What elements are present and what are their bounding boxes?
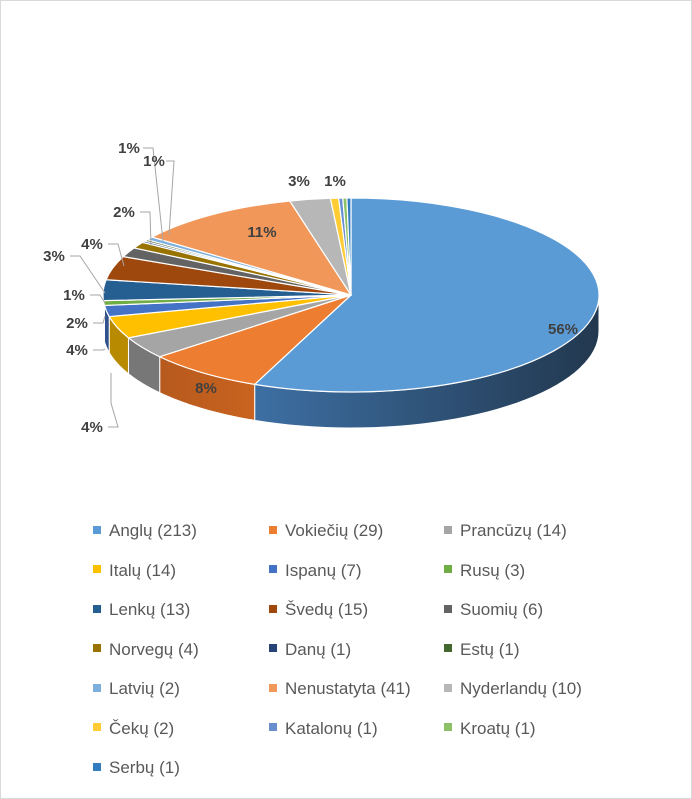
legend-swatch <box>93 762 101 771</box>
legend-item-ceku: Čekų (2) <box>93 719 174 741</box>
leader-line-prancuzu <box>108 373 119 428</box>
legend-label: Švedų (15) <box>285 600 369 619</box>
pct-label-lenku: 3% <box>43 248 65 265</box>
legend-swatch <box>93 604 101 613</box>
pct-label-nenustatyta: 11% <box>247 224 276 241</box>
legend-swatch <box>93 644 101 653</box>
pct-label-norvegu: 1% <box>118 140 140 157</box>
pct-label-prancuzu: 4% <box>81 419 103 436</box>
legend-swatch <box>93 723 101 732</box>
legend-item-lenku: Lenkų (13) <box>93 600 190 622</box>
legend-item-norvegu: Norvegų (4) <box>93 640 199 662</box>
legend-swatch <box>444 604 452 613</box>
leader-line-norvegu <box>143 147 164 242</box>
pie-slices <box>102 197 600 393</box>
legend-item-svedu: Švedų (15) <box>269 600 368 622</box>
legend-label: Suomių (6) <box>460 600 544 619</box>
legend-item-vokieciu: Vokiečių (29) <box>269 521 383 543</box>
leader-line-latviu <box>166 160 175 236</box>
slice-vokieciu <box>158 294 352 386</box>
slice-nenustatyta <box>150 200 353 297</box>
legend-swatch <box>444 644 452 653</box>
legend-swatch <box>93 525 101 534</box>
legend-swatch <box>444 723 452 732</box>
legend-item-ispanu: Ispanų (7) <box>269 561 362 583</box>
legend-item-estu: Estų (1) <box>444 640 520 662</box>
legend-item-nenustatyta: Nenustatyta (41) <box>269 679 411 701</box>
legend-label: Nenustatyta (41) <box>285 679 411 698</box>
legend-item-rusu: Rusų (3) <box>444 561 525 583</box>
legend-item-suomiu: Suomių (6) <box>444 600 543 622</box>
legend-label: Norvegų (4) <box>109 639 199 659</box>
legend-swatch <box>269 644 277 653</box>
legend-label: Serbų (1) <box>109 758 180 777</box>
legend-item-serbu: Serbų (1) <box>93 758 180 780</box>
pct-label-nyderlandu: 3% <box>288 173 310 190</box>
legend-swatch <box>93 683 101 692</box>
legend-swatch <box>269 525 277 534</box>
legend-swatch <box>444 525 452 534</box>
leader-line-suomiu <box>140 211 152 247</box>
leader-line-svedu <box>108 243 125 267</box>
pct-label-svedu: 4% <box>81 236 103 253</box>
pct-label-latviu: 1% <box>143 153 165 170</box>
legend-label: Nyderlandų (10) <box>460 679 582 698</box>
pct-label-rusu: 1% <box>63 287 85 304</box>
legend-label: Lenkų (13) <box>109 600 191 619</box>
legend-label: Danų (1) <box>285 639 352 659</box>
legend-label: Čekų (2) <box>109 718 175 738</box>
legend-label: Vokiečių (29) <box>285 521 384 540</box>
pct-label-ispanu: 2% <box>66 315 88 332</box>
legend-label: Rusų (3) <box>460 560 526 580</box>
pct-label-suomiu: 2% <box>113 204 135 221</box>
slice-anglu <box>253 197 600 393</box>
legend-item-katalonu: Katalonų (1) <box>269 719 378 741</box>
legend-item-latviu: Latvių (2) <box>93 679 180 701</box>
legend-item-anglu: Anglų (213) <box>93 521 197 543</box>
leader-line-italu <box>93 348 106 351</box>
leader-line-rusu <box>90 294 106 304</box>
legend-label: Estų (1) <box>460 639 520 659</box>
leader-line-ispanu <box>93 315 106 324</box>
pie-chart: 56%8%4%4%2%1%3%4%2%1%1%11%3% 1% <box>43 140 600 436</box>
pct-label-ceku: 1% <box>324 173 346 190</box>
legend-item-italu: Italų (14) <box>93 561 176 583</box>
pct-label-vokieciu: 8% <box>195 380 217 397</box>
legend-swatch <box>269 604 277 613</box>
legend-label: Katalonų (1) <box>285 718 378 738</box>
legend-label: Kroatų (1) <box>460 718 536 738</box>
legend-swatch <box>444 565 452 574</box>
legend-item-nyderlandu: Nyderlandų (10) <box>444 679 582 701</box>
legend-swatch <box>444 683 452 692</box>
pct-label-anglu: 56% <box>548 321 578 338</box>
legend-item-prancuzu: Prancūzų (14) <box>444 521 567 543</box>
legend-label: Ispanų (7) <box>285 560 362 580</box>
legend-swatch <box>269 723 277 732</box>
legend-swatch <box>269 683 277 692</box>
leader-lines <box>70 147 175 428</box>
legend-label: Anglų (213) <box>109 521 197 540</box>
pct-label-italu: 4% <box>66 342 88 359</box>
legend-label: Italų (14) <box>109 560 177 580</box>
leader-line-lenku <box>70 255 106 294</box>
legend-swatch <box>93 565 101 574</box>
legend-label: Latvių (2) <box>109 679 180 698</box>
slice-serbu <box>346 197 352 296</box>
legend-item-kroatu: Kroatų (1) <box>444 719 536 741</box>
legend-swatch <box>269 565 277 574</box>
legend-item-danu: Danų (1) <box>269 640 351 662</box>
percent-labels: 56%8%4%4%2%1%3%4%2%1%1%11%3% 1% <box>43 140 578 436</box>
legend-label: Prancūzų (14) <box>460 521 567 540</box>
